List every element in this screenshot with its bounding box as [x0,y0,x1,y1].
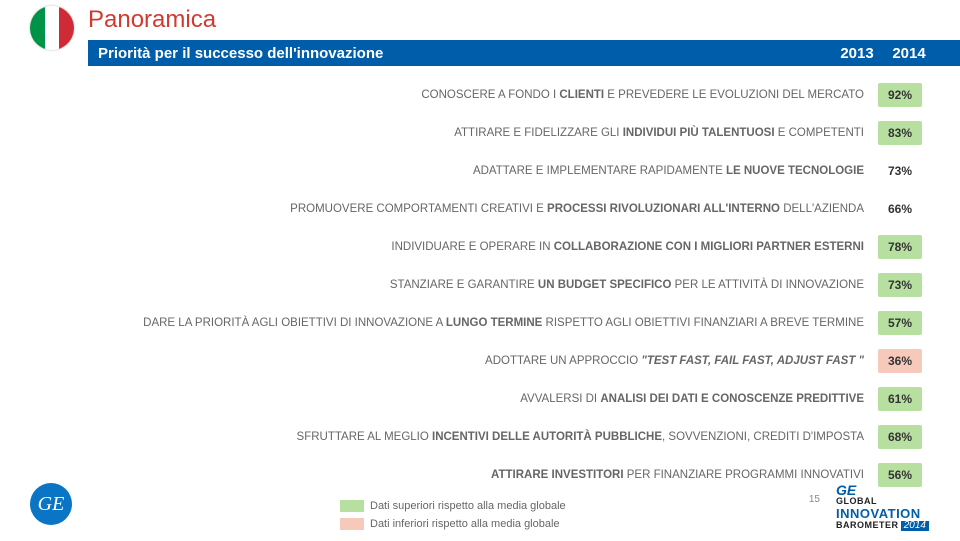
table-row: DARE LA PRIORITÀ AGLI OBIETTIVI DI INNOV… [0,304,922,342]
row-label-pre: STANZIARE E GARANTIRE [390,279,538,291]
table-row: PROMUOVERE COMPORTAMENTI CREATIVI E PROC… [0,190,922,228]
row-label: SFRUTTARE AL MEGLIO INCENTIVI DELLE AUTO… [297,431,878,443]
subtitle-text: Priorità per il successo dell'innovazion… [98,45,383,62]
flag-stripe-right [59,6,74,50]
flag-stripe-left [30,6,45,50]
flag-stripe-mid [45,6,60,50]
row-label-post: E COMPETENTI [775,127,864,139]
row-label-pre: DARE LA PRIORITÀ AGLI OBIETTIVI DI INNOV… [143,317,446,329]
row-value: 73% [878,159,922,183]
table-row: AVVALERSI DI ANALISI DEI DATI E CONOSCEN… [0,380,922,418]
row-value: 92% [878,83,922,107]
row-label-post: PER FINANZIARE PROGRAMMI INNOVATIVI [624,469,864,481]
row-label-pre: PROMUOVERE COMPORTAMENTI CREATIVI E [290,203,547,215]
table-row: CONOSCERE A FONDO I CLIENTI E PREVEDERE … [0,76,922,114]
row-label: ATTIRARE INVESTITORI PER FINANZIARE PROG… [491,469,878,481]
row-label-pre: INDIVIDUARE E OPERARE IN [391,241,553,253]
page-number: 15 [809,494,820,505]
table-row: ADATTARE E IMPLEMENTARE RAPIDAMENTE LE N… [0,152,922,190]
row-value: 66% [878,197,922,221]
row-label-pre: CONOSCERE A FONDO I [421,89,559,101]
legend-lower-text: Dati inferiori rispetto alla media globa… [370,518,560,530]
page-title: Panoramica [88,6,216,34]
row-label-bold: INDIVIDUI PIÙ TALENTUOSI [623,127,775,139]
year-2014: 2014 [884,40,934,66]
row-label: ADOTTARE UN APPROCCIO "TEST FAST, FAIL F… [485,355,878,367]
row-label-pre: ADATTARE E IMPLEMENTARE RAPIDAMENTE [473,165,726,177]
row-value: 83% [878,121,922,145]
row-label-bold: LE NUOVE TECNOLOGIE [726,165,864,177]
table-row: INDIVIDUARE E OPERARE IN COLLABORAZIONE … [0,228,922,266]
row-label-pre: SFRUTTARE AL MEGLIO [297,431,432,443]
table-row: STANZIARE E GARANTIRE UN BUDGET SPECIFIC… [0,266,922,304]
legend-swatch-lower [340,518,364,530]
row-label: INDIVIDUARE E OPERARE IN COLLABORAZIONE … [391,241,878,253]
row-label: STANZIARE E GARANTIRE UN BUDGET SPECIFIC… [390,279,878,291]
row-label: ADATTARE E IMPLEMENTARE RAPIDAMENTE LE N… [473,165,878,177]
legend-swatch-higher [340,500,364,512]
row-label: CONOSCERE A FONDO I CLIENTI E PREVEDERE … [421,89,878,101]
barometer-year: 2014 [901,521,929,532]
row-label: AVVALERSI DI ANALISI DEI DATI E CONOSCEN… [520,393,878,405]
row-label-post: , SOVVENZIONI, CREDITI D'IMPOSTA [662,431,864,443]
subtitle-bar: Priorità per il successo dell'innovazion… [88,40,960,66]
barometer-line3: BAROMETER [836,520,899,530]
row-label-bold: "TEST FAST, FAIL FAST, ADJUST FAST " [641,355,864,367]
row-label-pre: AVVALERSI DI [520,393,600,405]
row-label: ATTIRARE E FIDELIZZARE GLI INDIVIDUI PIÙ… [454,127,878,139]
row-label-bold: LUNGO TERMINE [446,317,542,329]
row-label-post: RISPETTO AGLI OBIETTIVI FINANZIARI A BRE… [542,317,864,329]
legend-higher-text: Dati superiori rispetto alla media globa… [370,500,566,512]
legend-higher: Dati superiori rispetto alla media globa… [340,497,566,515]
legend-lower: Dati inferiori rispetto alla media globa… [340,515,566,533]
row-value: 57% [878,311,922,335]
barometer-ge: GE [836,482,856,498]
row-label-bold: ANALISI DEI DATI E CONOSCENZE PREDITTIVE [600,393,864,405]
ge-logo-icon: GE [30,483,72,525]
row-value: 78% [878,235,922,259]
row-value: 73% [878,273,922,297]
row-label-bold: COLLABORAZIONE CON I MIGLIORI PARTNER ES… [554,241,864,253]
row-value: 36% [878,349,922,373]
priority-rows: CONOSCERE A FONDO I CLIENTI E PREVEDERE … [0,76,922,494]
row-label-bold: INCENTIVI DELLE AUTORITÀ PUBBLICHE [432,431,662,443]
table-row: ADOTTARE UN APPROCCIO "TEST FAST, FAIL F… [0,342,922,380]
legend: Dati superiori rispetto alla media globa… [340,497,566,533]
table-row: SFRUTTARE AL MEGLIO INCENTIVI DELLE AUTO… [0,418,922,456]
table-row: ATTIRARE E FIDELIZZARE GLI INDIVIDUI PIÙ… [0,114,922,152]
row-value: 68% [878,425,922,449]
barometer-badge: GE GLOBAL INNOVATION BAROMETER 2014 [836,483,936,531]
row-label-bold: CLIENTI [559,89,604,101]
italy-flag-icon [30,6,74,50]
row-label-pre: ADOTTARE UN APPROCCIO [485,355,641,367]
row-label: PROMUOVERE COMPORTAMENTI CREATIVI E PROC… [290,203,878,215]
row-label-post: DELL'AZIENDA [780,203,864,215]
ge-logo-text: GE [38,493,65,516]
row-label-post: E PREVEDERE LE EVOLUZIONI DEL MERCATO [604,89,864,101]
year-2013: 2013 [832,40,882,66]
row-label: DARE LA PRIORITÀ AGLI OBIETTIVI DI INNOV… [143,317,878,329]
row-value: 61% [878,387,922,411]
table-row: ATTIRARE INVESTITORI PER FINANZIARE PROG… [0,456,922,494]
row-label-bold: ATTIRARE INVESTITORI [491,469,623,481]
row-label-pre: ATTIRARE E FIDELIZZARE GLI [454,127,622,139]
row-label-post: PER LE ATTIVITÀ DI INNOVAZIONE [671,279,864,291]
row-label-bold: PROCESSI RIVOLUZIONARI ALL'INTERNO [547,203,780,215]
row-label-bold: UN BUDGET SPECIFICO [538,279,672,291]
